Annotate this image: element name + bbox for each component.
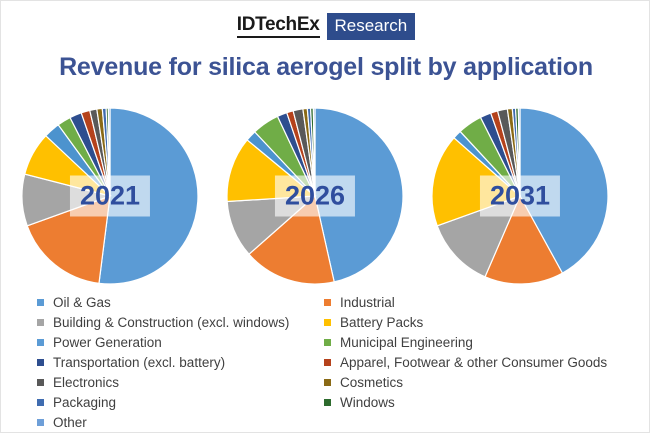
logo-wordmark: IDTechEx xyxy=(236,14,320,38)
legend-item-label: Packaging xyxy=(53,395,117,410)
pie-slice[interactable] xyxy=(517,107,521,197)
legend-item[interactable]: Apparel, Footwear & other Consumer Goods xyxy=(324,353,644,372)
pie-chart-2031: 2031 xyxy=(429,105,611,287)
legend-item-label: Power Generation xyxy=(53,335,162,350)
legend-item-label: Other xyxy=(53,415,87,430)
pie-slice[interactable] xyxy=(107,107,111,197)
legend-item[interactable]: Other xyxy=(37,413,337,432)
legend-swatch-icon xyxy=(324,339,331,346)
chart-legend: Oil & Gas Building & Construction (excl. … xyxy=(1,293,650,433)
legend-item-label: Transportation (excl. battery) xyxy=(53,355,226,370)
pie-year-label: 2026 xyxy=(274,175,356,217)
legend-swatch-icon xyxy=(37,339,44,346)
pie-svg xyxy=(226,107,404,285)
legend-swatch-icon xyxy=(324,379,331,386)
legend-swatch-icon xyxy=(37,399,44,406)
pie-slice[interactable] xyxy=(248,194,335,285)
legend-swatch-icon xyxy=(324,319,331,326)
legend-item[interactable]: Power Generation xyxy=(37,333,337,352)
pie-chart-2021: 2021 xyxy=(19,105,201,287)
pie-year-label: 2021 xyxy=(69,175,151,217)
page-title: Revenue for silica aerogel split by appl… xyxy=(59,53,593,81)
pie-slice[interactable] xyxy=(484,194,564,285)
legend-item[interactable]: Windows xyxy=(324,393,644,412)
pie-slice[interactable] xyxy=(519,107,609,274)
legend-item[interactable]: Industrial xyxy=(324,293,644,312)
legend-item-label: Windows xyxy=(340,395,395,410)
legend-swatch-icon xyxy=(324,359,331,366)
legend-item[interactable]: Cosmetics xyxy=(324,373,644,392)
legend-item-label: Apparel, Footwear & other Consumer Goods xyxy=(340,355,608,370)
legend-item[interactable]: Transportation (excl. battery) xyxy=(37,353,337,372)
pie-year-label: 2031 xyxy=(479,175,561,217)
legend-column-left: Oil & Gas Building & Construction (excl. … xyxy=(37,293,337,433)
legend-item[interactable]: Municipal Engineering xyxy=(324,333,644,352)
legend-item[interactable]: Battery Packs xyxy=(324,313,644,332)
idtechex-logo: IDTechEx Research xyxy=(1,10,650,42)
legend-item[interactable]: Building & Construction (excl. windows) xyxy=(37,313,337,332)
legend-item-label: Building & Construction (excl. windows) xyxy=(53,315,290,330)
legend-swatch-icon xyxy=(37,299,44,306)
legend-item-label: Battery Packs xyxy=(340,315,424,330)
legend-swatch-icon xyxy=(37,379,44,386)
legend-item[interactable]: Packaging xyxy=(37,393,337,412)
pie-slice[interactable] xyxy=(314,107,404,283)
legend-swatch-icon xyxy=(37,319,44,326)
legend-item[interactable]: Electronics xyxy=(37,373,337,392)
pie-chart-group: 2021 2026 2031 xyxy=(1,105,650,287)
pie-slice[interactable] xyxy=(312,107,316,197)
legend-swatch-icon xyxy=(37,359,44,366)
legend-item-label: Municipal Engineering xyxy=(340,335,473,350)
pie-slice[interactable] xyxy=(26,195,111,284)
pie-chart-2026: 2026 xyxy=(224,105,406,287)
legend-item-label: Cosmetics xyxy=(340,375,404,390)
logo-research-badge: Research xyxy=(326,12,416,40)
legend-swatch-icon xyxy=(37,419,44,426)
legend-item[interactable]: Oil & Gas xyxy=(37,293,337,312)
legend-column-right: Industrial Battery Packs Municipal Enginee… xyxy=(324,293,644,413)
pie-svg xyxy=(21,107,199,285)
legend-item-label: Oil & Gas xyxy=(53,295,111,310)
legend-item-label: Electronics xyxy=(53,375,120,390)
legend-swatch-icon xyxy=(324,399,331,406)
legend-item-label: Industrial xyxy=(340,295,395,310)
legend-swatch-icon xyxy=(324,299,331,306)
